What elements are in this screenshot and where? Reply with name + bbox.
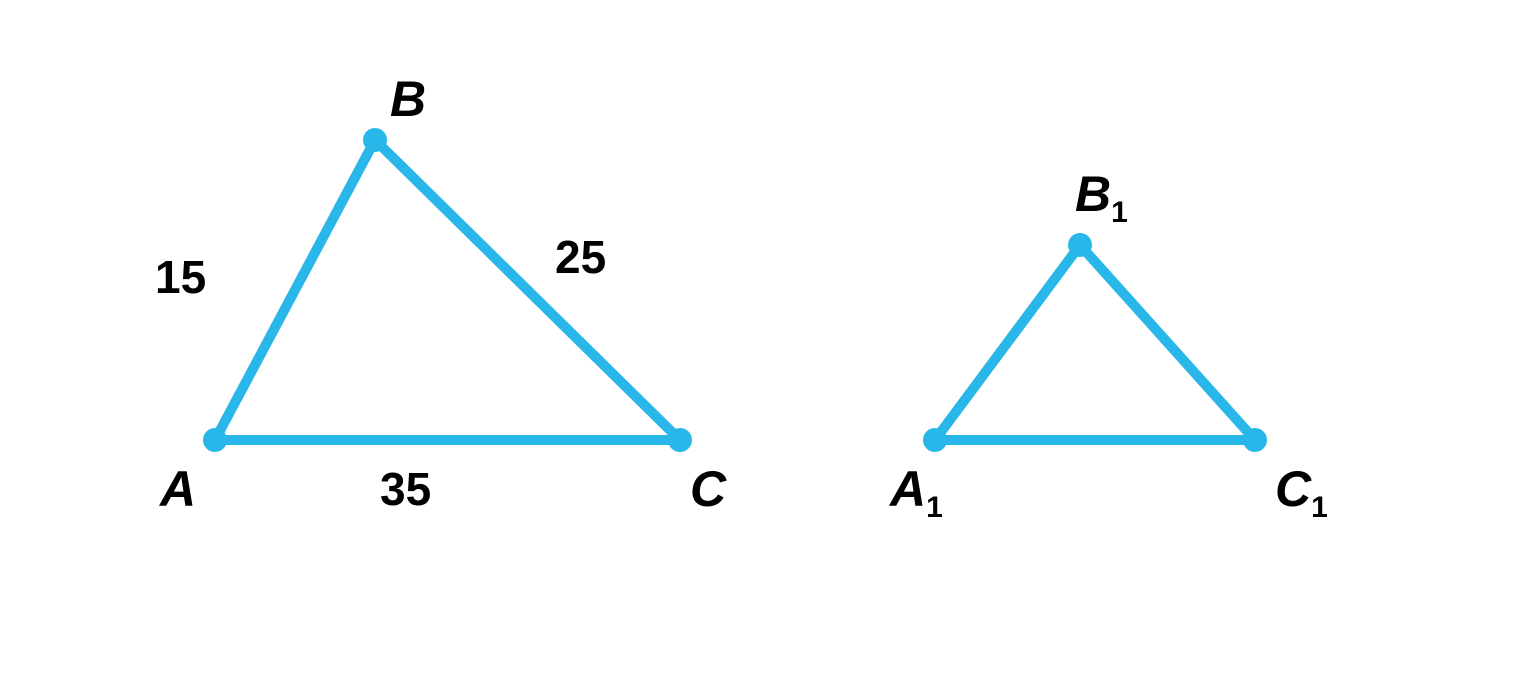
side-label-BC: 25 [555,230,606,284]
vertex-label-C1-main: C [1275,461,1311,517]
vertex-label-C1-sub: 1 [1311,491,1328,524]
diagram-canvas: A B C 15 25 35 A1 B1 C1 [0,0,1536,684]
vertex-label-C: C [690,460,726,518]
vertex-label-B1-sub: 1 [1111,196,1128,229]
vertex-label-A1-main: A [890,461,926,517]
side-label-AC: 35 [380,462,431,516]
vertex-label-B1: B1 [1075,165,1128,230]
vertex-label-C1: C1 [1275,460,1328,525]
triangles-svg [0,0,1536,684]
vertex-label-A1: A1 [890,460,943,525]
vertex-label-B: B [390,70,426,128]
side-label-AB: 15 [155,250,206,304]
vertex-label-A: A [160,460,196,518]
vertex-label-A1-sub: 1 [926,491,943,524]
vertex-label-B1-main: B [1075,166,1111,222]
